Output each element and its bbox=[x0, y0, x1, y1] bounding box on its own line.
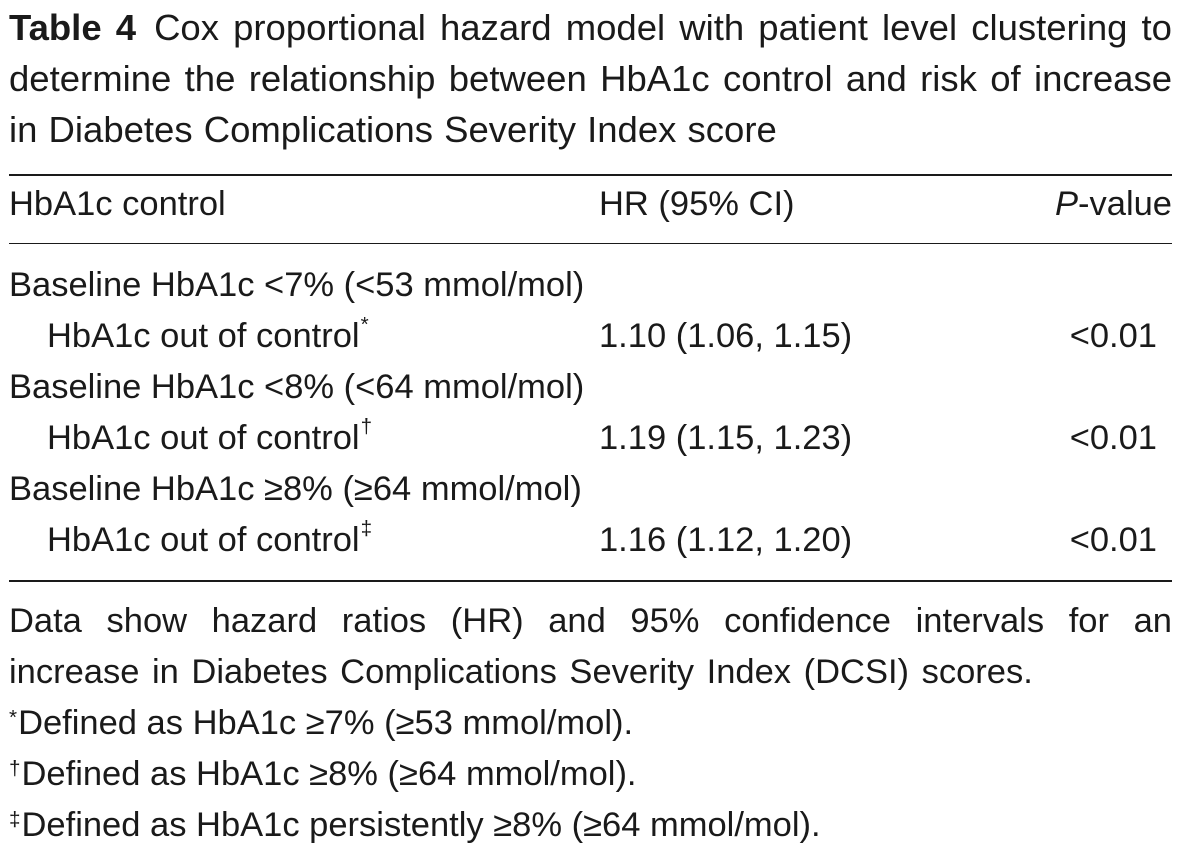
table-header-row: HbA1c control HR (95% CI) P-value bbox=[9, 176, 1172, 232]
header-p-italic: P bbox=[1055, 184, 1079, 223]
table-bottom-rule bbox=[9, 580, 1172, 582]
row-label: HbA1c out of control‡ bbox=[9, 515, 599, 566]
table-top-rule bbox=[9, 174, 1172, 176]
group-title: Baseline HbA1c <8% (<64 mmol/mol) bbox=[9, 368, 585, 406]
group-row-baseline-lt7: Baseline HbA1c <7% (<53 mmol/mol) bbox=[9, 244, 1172, 311]
row-hr: 1.16 (1.12, 1.20) bbox=[599, 521, 853, 559]
header-hr: HR (95% CI) bbox=[599, 184, 795, 223]
footnote-text: Defined as HbA1c persistently ≥8% (≥64 m… bbox=[21, 806, 821, 844]
table-footnote: Data show hazard ratios (HR) and 95% con… bbox=[9, 602, 1172, 691]
row-label-text: HbA1c out of control bbox=[47, 317, 360, 355]
row-footnote-mark: * bbox=[360, 313, 369, 336]
table-caption: Table 4 Cox proportional hazard model wit… bbox=[9, 0, 1172, 155]
results-table: HbA1c control HR (95% CI) P-value bbox=[9, 176, 1172, 232]
row-label: HbA1c out of control† bbox=[9, 413, 599, 464]
group-title: Baseline HbA1c <7% (<53 mmol/mol) bbox=[9, 266, 585, 304]
row-p-value: <0.01 bbox=[1069, 317, 1157, 355]
footnote-text: Defined as HbA1c ≥8% (≥64 mmol/mol). bbox=[21, 755, 637, 793]
header-p-rest: -value bbox=[1078, 184, 1172, 223]
table-row: HbA1c out of control† 1.19 (1.15, 1.23) … bbox=[9, 413, 1172, 464]
table-label: Table 4 bbox=[9, 7, 137, 48]
group-row-baseline-ge8: Baseline HbA1c ≥8% (≥64 mmol/mol) bbox=[9, 464, 1172, 515]
row-label: HbA1c out of control* bbox=[9, 311, 599, 362]
header-hba1c-control: HbA1c control bbox=[9, 184, 226, 223]
table-notes: Data show hazard ratios (HR) and 95% con… bbox=[9, 596, 1172, 851]
table-row: HbA1c out of control‡ 1.16 (1.12, 1.20) … bbox=[9, 515, 1172, 566]
table-header-rule bbox=[9, 243, 1172, 244]
footnote-item: *Defined as HbA1c ≥7% (≥53 mmol/mol). bbox=[9, 698, 1172, 749]
table-caption-text: Cox proportional hazard model with patie… bbox=[9, 7, 1172, 150]
footnote-mark: * bbox=[9, 706, 18, 729]
row-hr: 1.19 (1.15, 1.23) bbox=[599, 419, 853, 457]
group-row-baseline-lt8: Baseline HbA1c <8% (<64 mmol/mol) bbox=[9, 362, 1172, 413]
row-p-value: <0.01 bbox=[1069, 419, 1157, 457]
footnote-mark: † bbox=[9, 757, 21, 780]
row-p-value: <0.01 bbox=[1069, 521, 1157, 559]
footnote-item: ‡Defined as HbA1c persistently ≥8% (≥64 … bbox=[9, 800, 1172, 851]
row-label-text: HbA1c out of control bbox=[47, 419, 360, 457]
row-hr: 1.10 (1.06, 1.15) bbox=[599, 317, 853, 355]
group-title: Baseline HbA1c ≥8% (≥64 mmol/mol) bbox=[9, 470, 582, 508]
row-footnote-mark: ‡ bbox=[360, 517, 373, 540]
footnote-text: Defined as HbA1c ≥7% (≥53 mmol/mol). bbox=[18, 704, 634, 742]
footnote-item: †Defined as HbA1c ≥8% (≥64 mmol/mol). bbox=[9, 749, 1172, 800]
footnote-mark: ‡ bbox=[9, 808, 21, 831]
row-label-text: HbA1c out of control bbox=[47, 521, 360, 559]
results-table-body: Baseline HbA1c <7% (<53 mmol/mol) HbA1c … bbox=[9, 244, 1172, 566]
row-footnote-mark: † bbox=[360, 415, 373, 438]
header-p-value: P-value bbox=[1039, 176, 1172, 232]
table-row: HbA1c out of control* 1.10 (1.06, 1.15) … bbox=[9, 311, 1172, 362]
